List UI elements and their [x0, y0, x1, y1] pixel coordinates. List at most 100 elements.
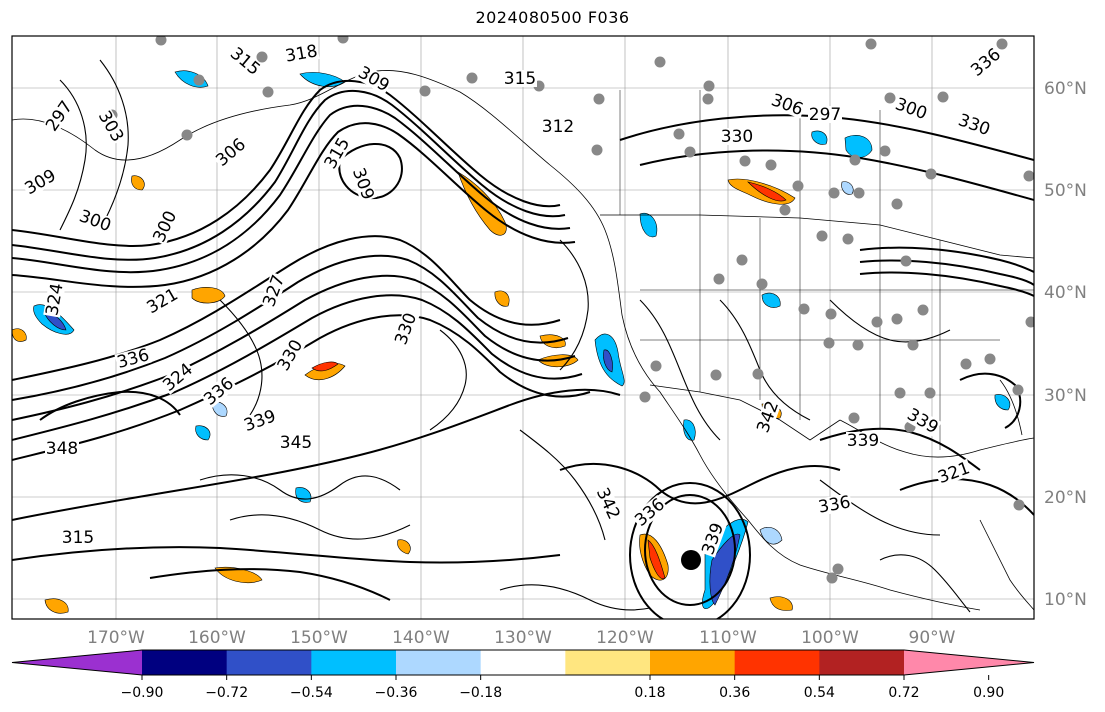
contour-line — [12, 104, 571, 274]
contour-label-group: 330 — [720, 127, 754, 147]
contour-label-bg — [274, 336, 306, 375]
station-dot — [756, 278, 768, 290]
station-dot — [879, 145, 891, 157]
contour-line — [629, 482, 752, 619]
contour-line — [859, 246, 1034, 273]
station-dot — [900, 255, 912, 267]
station-dot — [832, 563, 844, 575]
station-dot — [891, 198, 903, 210]
station-dot — [871, 316, 883, 328]
station-dot — [823, 337, 835, 349]
secondary-contours — [59, 59, 971, 613]
colorbar-segment — [142, 650, 228, 675]
contour-label-bg — [76, 206, 115, 235]
colorbar-segment — [565, 650, 651, 675]
station-dot — [262, 86, 274, 98]
contour-label-bg — [720, 128, 754, 145]
contour-label-bg — [259, 271, 288, 310]
contour-label-bg — [808, 106, 842, 123]
colorbar: −0.90 −0.72 −0.54 −0.36 −0.18 0.18 0.36 0.54 0.7… — [11, 649, 1035, 701]
longitude-tick-label: 90°W — [909, 628, 956, 648]
station-dot — [816, 230, 828, 242]
station-dot — [650, 360, 662, 372]
station-dot — [917, 304, 929, 316]
contour-line — [199, 474, 401, 500]
colorbar-tick-label: −0.18 — [459, 685, 502, 701]
contour-label-bg — [43, 281, 66, 318]
contour-line — [879, 554, 971, 613]
contour-line — [644, 494, 737, 606]
contour-line — [12, 314, 591, 461]
contour-label-group: 345 — [279, 433, 313, 453]
fill-cyan-12 — [639, 212, 658, 238]
station-dot — [907, 339, 919, 351]
contour-label-bg — [95, 107, 127, 146]
colorbar-tick-label: −0.90 — [121, 685, 164, 701]
station-dot — [639, 391, 651, 403]
colorbar-tick-label: −0.72 — [205, 685, 248, 701]
colorbar-tick-label: 0.36 — [719, 685, 750, 701]
map-title: 2024080500 F036 — [475, 8, 630, 27]
station-dot — [593, 93, 605, 105]
contour-label-bg — [955, 110, 994, 139]
contour-label-bg — [159, 359, 197, 395]
station-dot — [792, 180, 804, 192]
contour-label: 312 — [542, 117, 574, 137]
contour-label: 315 — [504, 69, 536, 89]
station-dot — [337, 36, 349, 44]
fill-red-3 — [311, 361, 339, 372]
border-us-mexico — [649, 384, 841, 441]
contour-label-bg — [143, 285, 182, 317]
station-dot — [825, 308, 837, 320]
colorbar-segment — [734, 650, 820, 675]
station-dot — [713, 273, 725, 285]
fill-cyan-5 — [844, 135, 873, 158]
contour-label-group: 297 — [808, 105, 842, 125]
contour-line — [12, 388, 621, 521]
contour-label-bg — [934, 458, 973, 487]
fill-cyan-4 — [811, 130, 828, 145]
contour-line — [499, 584, 651, 611]
contour-line — [819, 479, 941, 536]
latitude-tick-label: 10°N — [1044, 590, 1087, 610]
contour-label-bg — [21, 166, 60, 198]
contour-label-bg — [149, 207, 180, 246]
contour-label-bg — [42, 97, 76, 135]
contour-label-bg — [349, 164, 378, 203]
station-dot — [798, 303, 810, 315]
colorbar-tick-label: 0.72 — [888, 685, 919, 701]
colorbar-segment — [311, 650, 397, 675]
station-dot — [891, 313, 903, 325]
colorbar-segment — [396, 650, 482, 675]
contour-label-bg — [698, 519, 727, 558]
contour-label-bg — [61, 529, 95, 546]
colorbar-segment — [819, 650, 905, 675]
contour-label-group: 318 — [283, 41, 320, 67]
contour-line — [559, 462, 841, 505]
contour-label-group: 312 — [541, 117, 575, 137]
contour-line — [12, 254, 569, 401]
contour-line — [99, 59, 129, 221]
contour-line — [39, 390, 181, 421]
station-dot — [1012, 384, 1024, 396]
contour-line — [959, 372, 1022, 429]
station-dot — [739, 155, 751, 167]
contour-label: 315 — [62, 528, 94, 548]
station-dot — [849, 154, 861, 166]
station-dot — [256, 51, 268, 63]
coastline-florida — [999, 379, 1023, 436]
contour-label-group: 315 — [61, 528, 95, 548]
fill-orange-13 — [214, 567, 263, 583]
longitude-tick-label: 130°W — [494, 628, 552, 648]
contour-label-bg — [279, 434, 313, 451]
contour-line — [338, 143, 403, 200]
contour-label-bg — [200, 373, 238, 409]
colorbar-tick-label: 0.90 — [973, 685, 1004, 701]
contour-label-bg — [240, 406, 279, 435]
fill-cyan-13 — [994, 394, 1011, 411]
contour-label-group: 315 — [503, 69, 537, 89]
contour-label-bg — [503, 70, 537, 87]
contour-line — [12, 294, 583, 441]
station-dot — [466, 72, 478, 84]
